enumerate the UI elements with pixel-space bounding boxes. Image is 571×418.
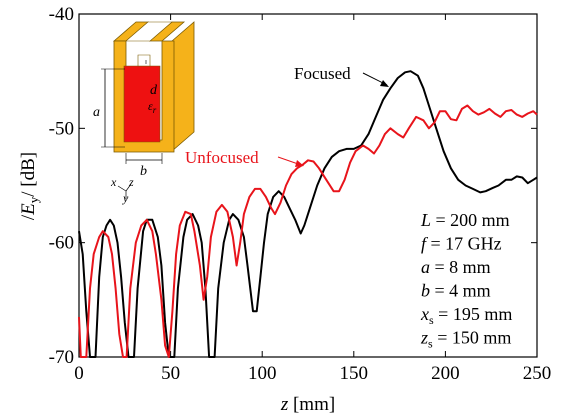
param-value-0: = 200 mm: [431, 210, 510, 230]
ticks: 0 50 100 150 200 250 -40 -50 -60 -70: [49, 4, 552, 384]
param-value-3: = 4 mm: [430, 281, 491, 301]
y-axis-title: /Ey/ [dB]: [18, 152, 41, 220]
series-line-unfocused: [78, 104, 538, 358]
param-line-1: f = 17 GHz: [421, 234, 502, 254]
x-tick-label-4: 200: [431, 363, 460, 384]
y-axis-sub: y: [26, 196, 41, 203]
inset-axis-x-line: [117, 185, 127, 192]
param-sub-5: s: [428, 337, 433, 351]
x-tick-label-5: 250: [523, 363, 552, 384]
param-line-5: zs = 150 mm: [420, 328, 511, 351]
y-tick-label-2: -60: [49, 233, 74, 254]
param-var-4: x: [420, 304, 429, 324]
y-axis-unit: [dB]: [18, 152, 39, 187]
y-axis-bar-left: /: [18, 214, 39, 220]
x-axis-unit: [mm]: [293, 394, 335, 415]
x-tick-label-3: 150: [340, 363, 369, 384]
inset-axis-z-line: [125, 183, 132, 192]
inset-slot: [125, 21, 173, 42]
param-line-4: xs = 195 mm: [420, 304, 512, 327]
x-axis-var: z: [280, 394, 289, 415]
y-axis-bar-right: /: [18, 187, 39, 197]
y-axis-var: E: [18, 203, 39, 216]
param-sub-4: s: [429, 313, 434, 327]
param-var-5: z: [420, 328, 428, 348]
x-axis-title: z [mm]: [280, 394, 335, 415]
annotation-focused-arrowhead: [380, 80, 389, 87]
x-tick-label-2: 100: [248, 363, 277, 384]
param-line-0: L = 200 mm: [420, 210, 510, 230]
inset-label-a: a: [93, 105, 100, 120]
param-line-2: a = 8 mm: [421, 257, 491, 277]
param-var-3: b: [421, 281, 430, 301]
param-value-5: = 150 mm: [433, 328, 512, 348]
inset-eps-sub: r: [153, 105, 157, 115]
param-value-1: = 17 GHz: [426, 234, 502, 254]
param-value-2: = 8 mm: [430, 257, 491, 277]
inset-dielectric-top-gap: [137, 54, 151, 67]
param-var-1: f: [421, 234, 429, 254]
x-tick-label-0: 0: [74, 363, 84, 384]
annotation-unfocused: Unfocused: [185, 148, 259, 167]
annotation-focused: Focused: [294, 64, 351, 83]
inset-axis-y-label: y: [122, 191, 129, 205]
series-group: [78, 70, 538, 358]
inset-eps-symbol: ε: [148, 99, 153, 113]
x-tick-label-1: 50: [161, 363, 180, 384]
param-value-4: = 195 mm: [434, 304, 513, 324]
plot-area-frame: [78, 13, 538, 358]
param-line-3: b = 4 mm: [421, 281, 491, 301]
inset-label-eps: εr: [148, 99, 157, 115]
inset-label-b: b: [140, 164, 147, 179]
y-tick-label-3: -70: [49, 347, 74, 368]
inset-axis-z-label: z: [128, 175, 134, 189]
inset-axis-x-label: x: [110, 175, 117, 189]
param-var-2: a: [421, 257, 430, 277]
inset-label-d: d: [150, 83, 158, 98]
inset-dielectric-front: [123, 65, 161, 143]
y-tick-label-0: -40: [49, 4, 74, 25]
param-var-0: L: [420, 210, 431, 230]
waveguide-inset: a b d εr x z y: [93, 21, 195, 205]
series-line-focused: [78, 70, 538, 358]
y-tick-label-1: -50: [49, 118, 74, 139]
annotation-unfocused-arrowhead: [295, 160, 304, 167]
inset-right-wall-side: [171, 21, 195, 152]
